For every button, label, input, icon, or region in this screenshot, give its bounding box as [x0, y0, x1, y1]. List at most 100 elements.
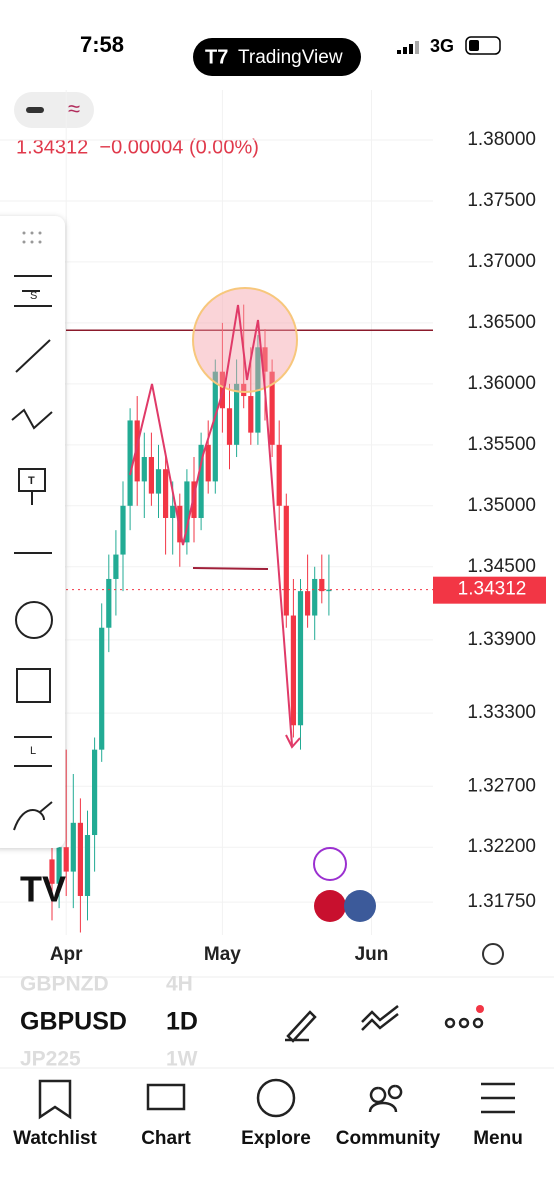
- y-tick-label: 1.34500: [467, 556, 536, 577]
- svg-text:S: S: [30, 290, 37, 302]
- y-tick-label: 1.33900: [467, 629, 536, 650]
- candle-body: [205, 444, 211, 482]
- tool-path[interactable]: [11, 408, 53, 430]
- chart: 1.38000 1.37500 1.37000 1.36500 1.36000 1.355…: [0, 90, 546, 965]
- y-tick-label: 1.38000: [467, 129, 536, 150]
- tool-rect[interactable]: [16, 668, 51, 703]
- icon-chart: [146, 1083, 186, 1111]
- candle-body: [77, 822, 83, 896]
- tool-fib[interactable]: [14, 275, 52, 307]
- last-price-label: 1.34312: [458, 579, 527, 600]
- y-tick-label: 1.32700: [467, 775, 536, 796]
- arrow-head: [285, 734, 301, 749]
- symbol-picker: GBPNZD 4H GBPUSD 1D JP225 1W: [20, 973, 198, 1071]
- candle-body: [163, 469, 169, 518]
- y-tick-label: 1.33300: [467, 702, 536, 723]
- candle-body: [212, 371, 218, 482]
- candle-body: [312, 578, 318, 616]
- interval[interactable]: 1D: [166, 1008, 198, 1036]
- symbol: JP225: [20, 1048, 81, 1071]
- x-tick-label: Jun: [355, 944, 389, 965]
- candle-body: [269, 371, 275, 445]
- symbol[interactable]: GBPUSD: [20, 1008, 127, 1036]
- candle-body: [241, 383, 247, 397]
- interval: 1W: [166, 1048, 198, 1071]
- svg-text:L: L: [30, 745, 36, 757]
- app-name: TradingView: [238, 47, 343, 68]
- icon-explore: [256, 1078, 296, 1118]
- symbol: GBPNZD: [20, 973, 109, 996]
- nav-item[interactable]: Watchlist: [13, 1128, 97, 1149]
- battery-level: [469, 40, 479, 51]
- quote: 1.34312 −0.00004 (0.00%): [16, 136, 259, 158]
- toggle[interactable]: [14, 92, 94, 128]
- settings[interactable]: [482, 943, 504, 965]
- neckline: [192, 567, 269, 570]
- y-tick-label: 1.36000: [467, 373, 536, 394]
- tool-circle[interactable]: [15, 601, 53, 639]
- candle-body: [127, 420, 133, 506]
- icon-menu: [481, 1082, 515, 1114]
- nav-item[interactable]: Chart: [141, 1128, 191, 1149]
- candle-body: [134, 420, 140, 482]
- candle-body: [184, 481, 190, 543]
- y-tick-label: 1.35000: [467, 495, 536, 516]
- battery: [465, 36, 501, 55]
- tool-trendline[interactable]: [15, 339, 51, 373]
- badge: [476, 1005, 484, 1013]
- candle-body: [70, 822, 76, 872]
- last-price-box: [433, 576, 546, 604]
- y-tick-label: 1.32200: [467, 836, 536, 857]
- candle-body: [226, 408, 233, 445]
- toolbar: S L T: [0, 216, 65, 848]
- candle-body: [170, 505, 176, 518]
- candle-body: [113, 554, 119, 579]
- y-tick-label: 1.37500: [467, 190, 536, 211]
- candle-body: [92, 749, 98, 836]
- candle-body: [155, 469, 162, 494]
- tool-long[interactable]: [14, 736, 52, 767]
- nav-item[interactable]: Menu: [473, 1128, 523, 1149]
- toggle-minus: [26, 107, 44, 113]
- y-tick-label: 1.35500: [467, 434, 536, 455]
- more-btn[interactable]: [444, 1017, 484, 1029]
- candle-body: [305, 591, 311, 616]
- candle-body: [49, 859, 55, 884]
- candle-body: [120, 505, 126, 555]
- network: 3G: [430, 36, 454, 56]
- candle-body: [276, 444, 282, 506]
- draw-btn[interactable]: [285, 1010, 317, 1043]
- candle-body: [248, 396, 254, 433]
- interval: 4H: [166, 973, 193, 996]
- flash-icon[interactable]: [313, 847, 347, 881]
- candle-body: [99, 627, 105, 750]
- nav-item[interactable]: Community: [336, 1128, 441, 1149]
- candle-body: [106, 578, 112, 628]
- toggle-wave: ≈: [68, 96, 80, 121]
- logo-mark: T7: [205, 46, 228, 68]
- x-tick-label: Apr: [50, 944, 83, 965]
- pattern-line: [129, 304, 293, 746]
- nav-item[interactable]: Explore: [241, 1128, 311, 1149]
- icon-watchlist: [38, 1079, 72, 1120]
- y-tick-label: 1.31750: [467, 891, 536, 912]
- candle-body: [148, 457, 154, 494]
- candle-body: [297, 591, 304, 726]
- candle-body: [262, 347, 268, 372]
- nav: Watchlist Chart Explore Community Menu: [13, 1128, 523, 1149]
- clock: 7:58: [80, 32, 124, 57]
- candle-body: [63, 847, 69, 872]
- y-tick-label: 1.36500: [467, 312, 536, 333]
- svg-text:T: T: [28, 475, 35, 487]
- candle-body: [56, 847, 62, 884]
- candle-body: [84, 835, 91, 896]
- candle-body: [283, 505, 289, 616]
- drawings: [129, 287, 301, 749]
- indicators-btn[interactable]: [361, 1005, 399, 1031]
- candle-body: [319, 578, 325, 592]
- y-tick-label: 1.37000: [467, 251, 536, 272]
- tool-brush[interactable]: [13, 801, 53, 831]
- watermark: TV: [20, 869, 66, 910]
